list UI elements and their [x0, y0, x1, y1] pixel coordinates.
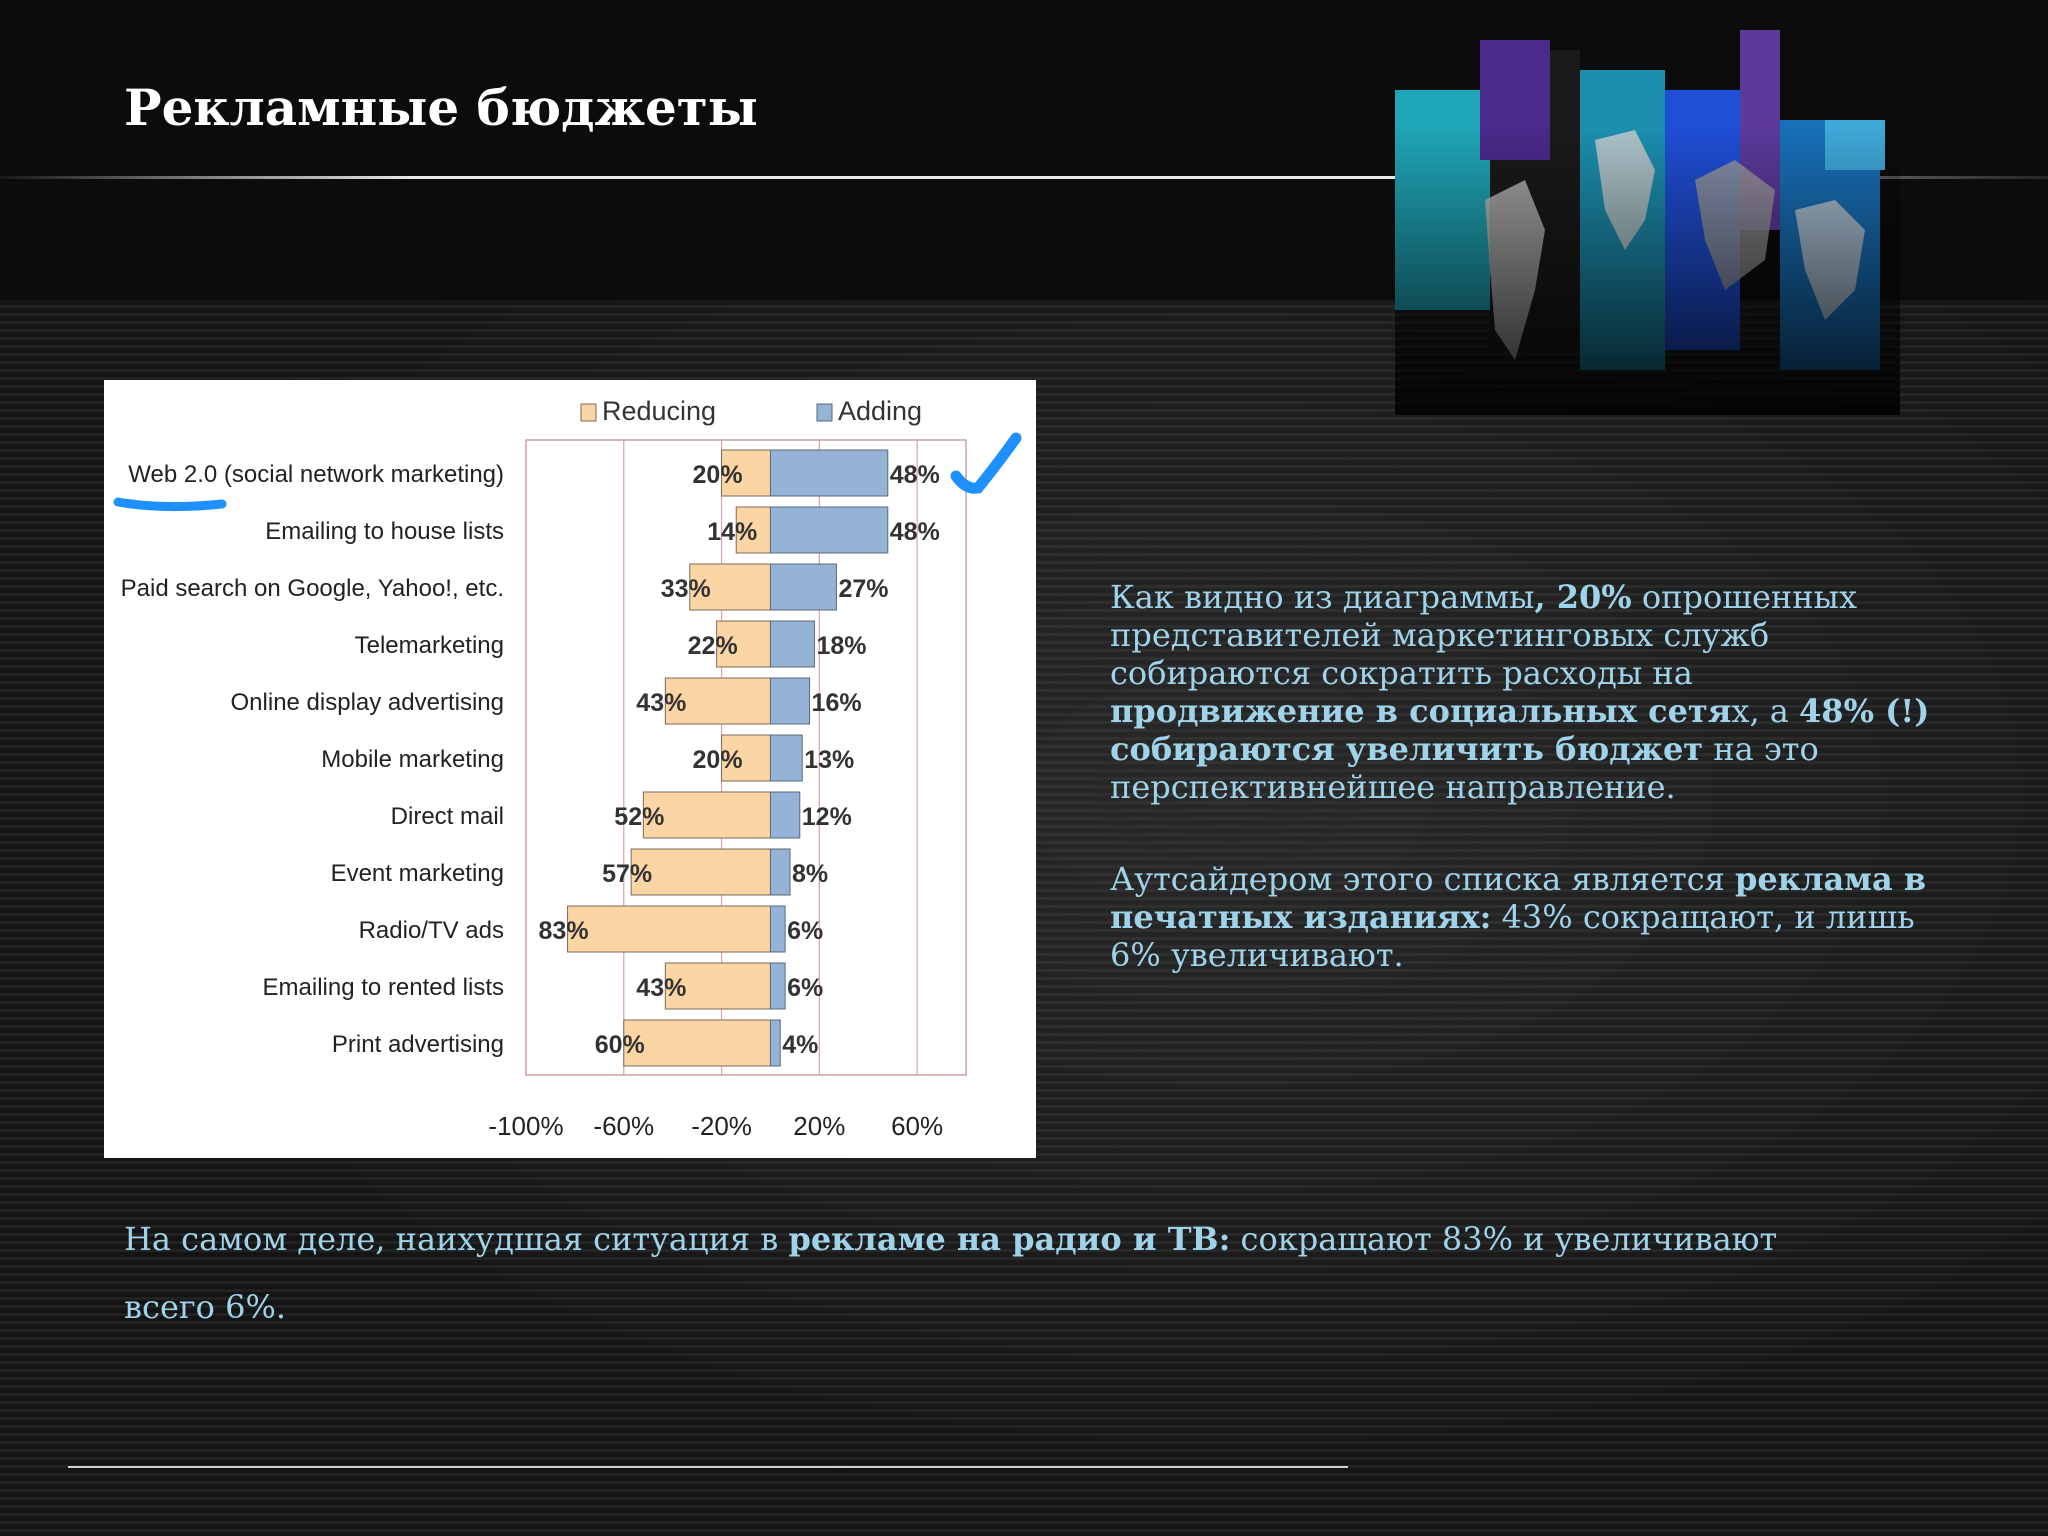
x-tick-label: -60% — [593, 1111, 654, 1141]
bar-chart: -100% -60% -20% 20% 60% Web 2.0 (social netwo… — [113, 396, 1022, 1141]
category-label: Paid search on Google, Yahoo!, etc. — [121, 575, 504, 602]
explanation-text: Как видно из диаграммы, 20% опрошенных п… — [1110, 578, 1940, 1028]
bar-reducing — [567, 905, 771, 953]
text-run: на это перспективнейшее направление. — [1110, 730, 1819, 806]
x-tick-label: -100% — [488, 1111, 563, 1141]
text-run-bold: рекламе на радио и ТВ: — [788, 1220, 1231, 1258]
legend-label-adding: Adding — [838, 396, 922, 426]
text-run-bold: реклама в печатных изданиях: — [1110, 860, 1927, 936]
data-label-reducing: 60% — [595, 1031, 645, 1059]
bar-adding — [769, 620, 815, 668]
data-label-reducing: 14% — [707, 518, 757, 546]
bar-reducing — [689, 563, 771, 611]
x-tick-label: -20% — [691, 1111, 752, 1141]
category-label: Telemarketing — [355, 632, 504, 659]
bar-reducing — [721, 449, 771, 497]
data-label-adding: 8% — [792, 860, 828, 888]
bar-adding — [769, 734, 803, 782]
text-run: Аутсайдером этого списка является — [1110, 860, 1736, 898]
highlight-checkmark — [950, 432, 1022, 494]
data-label-adding: 48% — [890, 461, 940, 489]
data-label-reducing: 20% — [693, 746, 743, 774]
text-run: опрошенных представителей маркетинговых … — [1110, 578, 1858, 692]
data-label-adding: 16% — [812, 689, 862, 717]
explanation-paragraph-1: Как видно из диаграммы, 20% опрошенных п… — [1110, 578, 1940, 806]
bar-reducing — [623, 1019, 771, 1067]
data-label-adding: 12% — [802, 803, 852, 831]
category-label: Event marketing — [331, 860, 504, 887]
legend-swatch-reducing — [580, 403, 597, 422]
conclusion-line-1: На самом деле, наихудшая ситуация в рекл… — [124, 1205, 1924, 1273]
data-label-reducing: 33% — [661, 575, 711, 603]
data-label-reducing: 43% — [636, 689, 686, 717]
bar-adding — [769, 962, 786, 1010]
text-run-bold: , 20% — [1534, 578, 1632, 616]
data-label-adding: 27% — [838, 575, 888, 603]
bar-adding — [769, 1019, 781, 1067]
text-run: На самом деле, наихудшая ситуация в — [124, 1220, 789, 1258]
legend-swatch-adding — [816, 403, 833, 422]
bar-adding — [769, 563, 837, 611]
category-label: Online display advertising — [231, 689, 504, 716]
bar-adding — [769, 791, 801, 839]
title-divider — [0, 176, 2048, 179]
conclusion-line-2: всего 6%. — [124, 1288, 287, 1326]
text-run: 43% сокращают, и лишь 6% увеличивают. — [1110, 898, 1915, 974]
data-label-adding: 4% — [782, 1031, 818, 1059]
category-label: Web 2.0 (social network marketing) — [128, 461, 504, 488]
data-label-reducing: 22% — [688, 632, 738, 660]
data-label-adding: 48% — [890, 518, 940, 546]
data-label-reducing: 52% — [614, 803, 664, 831]
data-label-adding: 6% — [787, 917, 823, 945]
bar-adding — [769, 449, 889, 497]
category-label: Emailing to house lists — [265, 518, 504, 545]
data-label-reducing: 83% — [539, 917, 589, 945]
text-run: х, а — [1731, 692, 1800, 730]
globe-decoration — [1395, 30, 1900, 415]
bar-reducing — [664, 677, 771, 725]
data-label-reducing: 57% — [602, 860, 652, 888]
bar-adding — [769, 848, 791, 896]
category-label: Direct mail — [391, 803, 504, 830]
x-tick-label: 20% — [793, 1111, 845, 1141]
data-label-reducing: 20% — [693, 461, 743, 489]
text-run: сокращают 83% и увеличивают — [1230, 1220, 1778, 1258]
highlight-underline — [113, 497, 227, 512]
data-label-reducing: 43% — [636, 974, 686, 1002]
bar-reducing — [630, 848, 771, 896]
data-label-adding: 18% — [816, 632, 866, 660]
slide-title: Рекламные бюджеты — [124, 78, 758, 137]
explanation-paragraph-2: Аутсайдером этого списка является реклам… — [1110, 860, 1940, 974]
footer-divider — [68, 1466, 1348, 1468]
category-label: Radio/TV ads — [359, 917, 504, 944]
bar-reducing — [642, 791, 771, 839]
bar-reducing — [664, 962, 771, 1010]
bar-adding — [769, 905, 786, 953]
text-run-bold: 48% (!) собираются увеличить бюджет — [1110, 692, 1930, 768]
bar-adding — [769, 506, 889, 554]
data-label-adding: 13% — [804, 746, 854, 774]
bar-adding — [769, 677, 811, 725]
data-label-adding: 6% — [787, 974, 823, 1002]
category-label: Mobile marketing — [321, 746, 504, 773]
conclusion-text: На самом деле, наихудшая ситуация в рекл… — [124, 1205, 1924, 1341]
text-run: Как видно из диаграммы — [1110, 578, 1535, 616]
legend-label-reducing: Reducing — [602, 396, 716, 426]
category-label: Print advertising — [332, 1031, 504, 1058]
text-run-bold: продвижение в социальных сетя — [1110, 692, 1732, 730]
chart-panel: -100% -60% -20% 20% 60% Web 2.0 (social netwo… — [104, 380, 1036, 1158]
category-label: Emailing to rented lists — [263, 974, 504, 1001]
x-tick-label: 60% — [891, 1111, 943, 1141]
